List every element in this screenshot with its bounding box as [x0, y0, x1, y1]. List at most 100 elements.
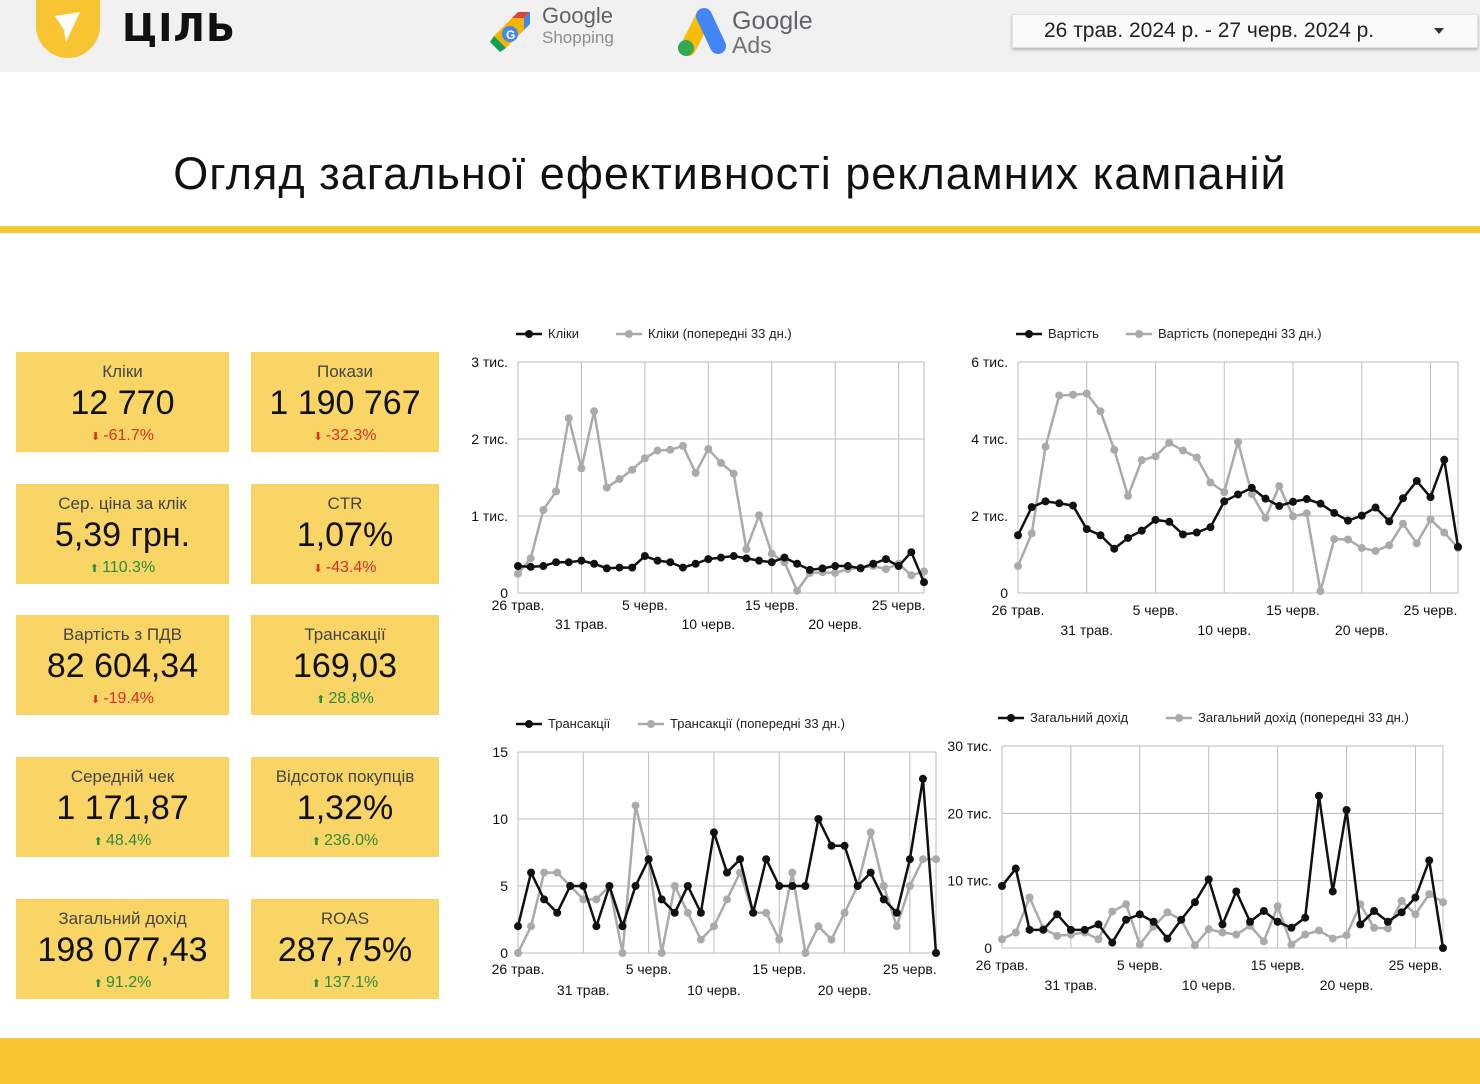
data-point — [628, 563, 637, 572]
kpi-label: Відсоток покупців — [275, 767, 415, 786]
data-point — [1204, 875, 1213, 884]
x-tick-label: 15 черв. — [1266, 602, 1320, 618]
data-point — [1220, 497, 1229, 506]
data-point — [577, 464, 586, 473]
data-point — [1397, 908, 1406, 917]
kpi-card: Сер. ціна за клік 5,39 грн. ⬆ 110.3% — [16, 484, 229, 584]
data-point — [640, 454, 649, 463]
data-point — [1425, 856, 1434, 865]
data-point — [1314, 926, 1323, 935]
kpi-change: ⬆ 91.2% — [16, 974, 229, 992]
data-point — [1177, 915, 1186, 924]
data-point — [1110, 544, 1119, 553]
data-point — [775, 882, 784, 890]
data-point — [1287, 940, 1296, 949]
data-point — [1330, 508, 1339, 517]
x-tick-label: 10 черв. — [1197, 622, 1251, 638]
data-point — [749, 908, 758, 917]
kpi-change: ⬆ 236.0% — [251, 832, 439, 850]
data-point — [526, 554, 535, 563]
data-point — [1385, 541, 1394, 550]
arrow-up-icon: ⬆ — [93, 836, 106, 848]
legend-label: Трансакції (попередні 33 дн.) — [670, 716, 845, 731]
x-tick-label: 20 черв. — [808, 616, 862, 632]
data-point — [1302, 495, 1311, 504]
arrow-down-icon: ⬇ — [91, 694, 104, 706]
data-point — [767, 549, 776, 558]
data-point — [1137, 456, 1146, 465]
data-point — [892, 922, 901, 931]
data-point — [1383, 917, 1392, 926]
data-point — [1301, 930, 1310, 939]
x-tick-label: 25 черв. — [883, 961, 937, 977]
kpi-label: CTR — [327, 494, 363, 513]
data-point — [736, 855, 745, 864]
x-tick-label: 31 трав. — [1045, 977, 1098, 993]
data-point — [907, 548, 916, 557]
data-point — [1124, 491, 1132, 500]
kpi-value: 12 770 — [70, 384, 175, 422]
data-point — [920, 567, 928, 576]
y-tick-label: 30 тис. — [947, 738, 992, 754]
data-point — [1165, 438, 1174, 447]
data-point — [631, 801, 640, 810]
data-point — [670, 908, 679, 917]
data-point — [539, 505, 548, 514]
kpi-label: ROAS — [320, 909, 370, 928]
x-tick-label: 10 черв. — [1182, 977, 1236, 993]
data-point — [1206, 523, 1215, 532]
data-point — [1096, 531, 1105, 540]
data-point — [831, 568, 840, 577]
kpi-card: Вартість з ПДВ 82 604,34 ⬇ -19.4% — [16, 615, 229, 715]
data-point — [892, 908, 901, 917]
data-point — [1069, 501, 1077, 510]
kpi-change: ⬇ -19.4% — [16, 690, 229, 708]
data-point — [1371, 547, 1380, 556]
data-point — [840, 908, 849, 917]
data-point — [1385, 517, 1394, 526]
y-tick-label: 10 — [492, 811, 508, 827]
data-point — [762, 908, 771, 917]
data-point — [1440, 528, 1449, 537]
legend-marker — [1175, 714, 1183, 722]
kpi-card: Трансакції 169,03 ⬆ 28.8% — [251, 615, 439, 715]
data-point — [1137, 526, 1146, 535]
y-tick-label: 15 — [492, 744, 508, 760]
data-point — [1218, 920, 1227, 929]
x-tick-label: 26 трав. — [976, 957, 1029, 973]
data-point — [1397, 896, 1406, 905]
kpi-value: 198 077,43 — [37, 931, 208, 969]
data-point — [1014, 531, 1022, 540]
cost-line-chart: Вартість Вартість (попередні 33 дн.) 0 2 ти… — [971, 326, 1462, 638]
date-range-picker[interactable]: 26 трав. 2024 р. - 27 черв. 2024 р. — [1012, 14, 1478, 48]
data-point — [564, 558, 573, 567]
data-point — [717, 553, 725, 562]
legend-marker — [525, 330, 533, 338]
data-point — [590, 407, 599, 416]
data-point — [998, 935, 1006, 944]
data-point — [932, 949, 940, 957]
kpi-value: 1,07% — [296, 516, 394, 554]
data-point — [1370, 923, 1379, 932]
data-point — [920, 578, 928, 587]
data-point — [1399, 494, 1407, 503]
data-point — [1439, 944, 1447, 952]
clicks-line-chart: Кліки Кліки (попередні 33 дн.) 0 1 тис. 2 ти… — [471, 326, 928, 632]
x-tick-label: 25 черв. — [1389, 957, 1443, 973]
y-tick-label: 6 тис. — [971, 354, 1008, 370]
data-point — [1151, 452, 1160, 461]
data-point — [670, 882, 679, 890]
kpi-change-value: -19.4% — [103, 690, 154, 707]
data-point — [1011, 864, 1020, 873]
x-tick-label: 15 черв. — [752, 961, 806, 977]
data-point — [755, 511, 764, 520]
data-point — [709, 828, 718, 837]
data-point — [1330, 535, 1339, 544]
top-bar: ЦІЛЬ G Google Shopping Google Ads 26 тра… — [0, 0, 1480, 72]
data-point — [579, 882, 588, 890]
arrow-up-icon: ⬆ — [311, 836, 324, 848]
data-point — [1383, 924, 1392, 933]
data-point — [1411, 893, 1420, 902]
kpi-change: ⬇ -32.3% — [251, 427, 439, 445]
x-tick-label: 31 трав. — [1060, 622, 1113, 638]
